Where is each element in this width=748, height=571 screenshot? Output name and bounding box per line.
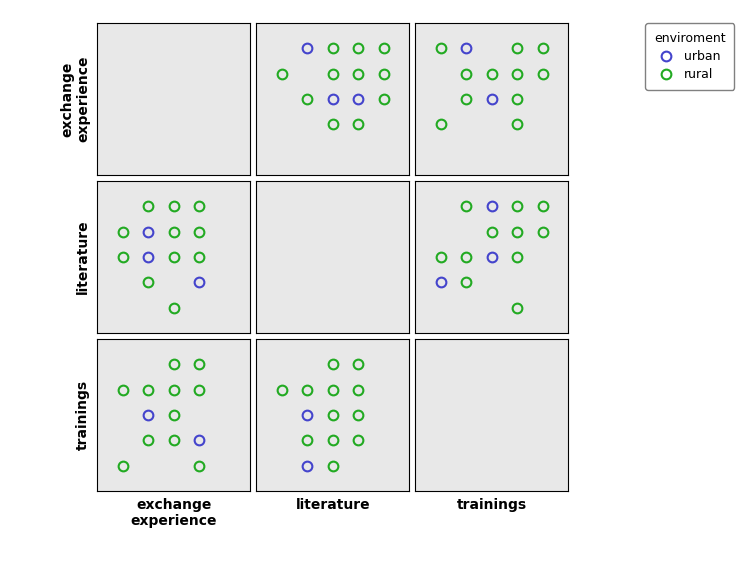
Y-axis label: trainings: trainings bbox=[76, 380, 91, 450]
Y-axis label: exchange
experience: exchange experience bbox=[60, 55, 91, 142]
Legend: urban, rural: urban, rural bbox=[645, 23, 735, 90]
X-axis label: exchange
experience: exchange experience bbox=[130, 498, 217, 528]
X-axis label: literature: literature bbox=[295, 498, 370, 512]
Y-axis label: literature: literature bbox=[76, 220, 91, 294]
X-axis label: trainings: trainings bbox=[457, 498, 527, 512]
